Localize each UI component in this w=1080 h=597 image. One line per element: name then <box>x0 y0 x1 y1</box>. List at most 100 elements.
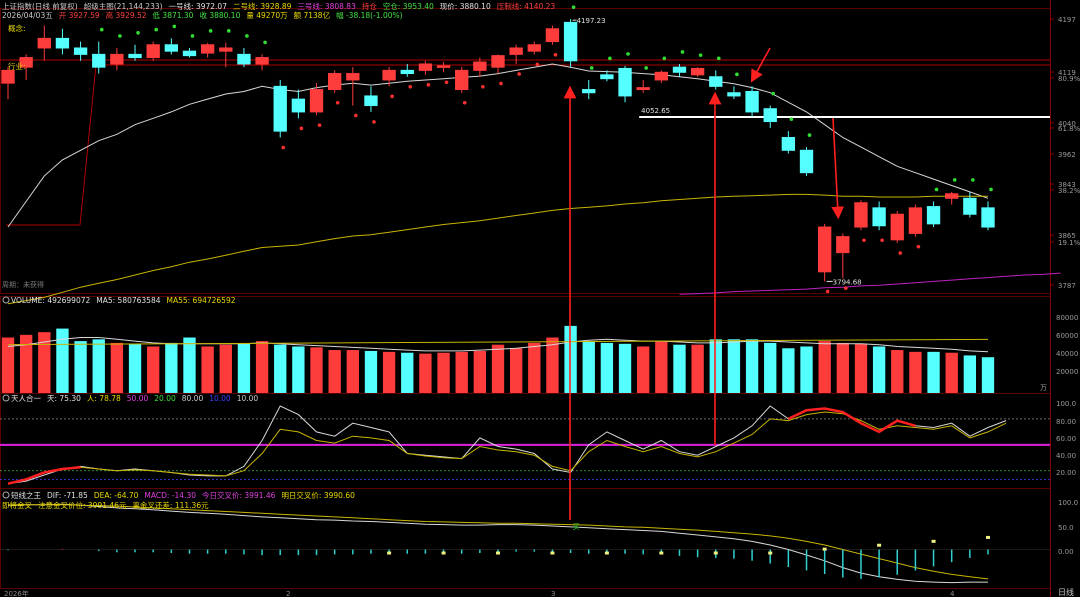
macd-header-5: 明日交叉价: 3990.60 <box>281 490 355 500</box>
indicator-header-0: 天人合一 <box>11 393 41 403</box>
macd-signal-label: 买 <box>573 523 580 531</box>
volume-tick-1: 60000 <box>1056 332 1078 340</box>
candle-25 <box>455 67 469 105</box>
candle-body-37 <box>672 66 687 73</box>
candle-37 <box>672 50 687 77</box>
dot-green-36 <box>662 56 667 61</box>
macd-dif <box>7 503 988 584</box>
volume-bar-47 <box>854 343 868 393</box>
volume-bar-26 <box>473 350 487 393</box>
volume-bar-20 <box>364 350 378 393</box>
volume-bar-21 <box>382 351 396 393</box>
header-line2-5: 量 49270万 <box>246 11 288 20</box>
volume-bar-29 <box>528 342 541 393</box>
indicator-panel[interactable] <box>0 405 1050 485</box>
dot-red-26 <box>481 84 485 89</box>
candle-body-4 <box>73 47 88 55</box>
candle-body-50 <box>908 207 923 234</box>
volume-header-2: MA55: 694726592 <box>167 296 236 305</box>
candle-12 <box>219 29 233 68</box>
volume-bar-36 <box>655 341 668 393</box>
volume-tick-2: 40000 <box>1056 350 1078 358</box>
candle-42 <box>763 91 777 128</box>
candle-body-18 <box>327 73 342 91</box>
candle-47 <box>854 200 868 243</box>
candle-22 <box>400 63 414 89</box>
candle-53 <box>963 178 977 218</box>
price-tick-4: 61.8% <box>1058 125 1080 133</box>
candle-19 <box>346 67 360 118</box>
macd-line2-1: 注意金叉价位: 3991.46元 <box>38 500 127 510</box>
dot-red-17 <box>317 123 322 127</box>
candle-body-35 <box>636 87 650 91</box>
price-tick-2: 80.9% <box>1058 75 1080 83</box>
candle-10 <box>182 34 197 58</box>
candle-5 <box>92 27 106 74</box>
volume-bar-6 <box>110 342 124 393</box>
header-line1-0: 上证指数(日线 前复权) <box>2 1 78 11</box>
indicator-gear-icon <box>2 394 10 402</box>
candle-body-41 <box>745 90 759 113</box>
volume-bar-43 <box>782 348 795 393</box>
candle-49 <box>890 211 904 255</box>
candle-body-3 <box>55 37 70 49</box>
candle-35 <box>636 66 650 93</box>
volume-panel[interactable] <box>1 325 995 393</box>
volume-gear-icon <box>2 296 10 304</box>
macd-header-3: MACD: -14.30 <box>144 491 196 500</box>
volume-bar-33 <box>600 342 614 393</box>
volume-bar-3 <box>56 328 69 393</box>
price-panel[interactable]: 4052.65 4197.23 3794.68 <box>0 5 1061 305</box>
volume-bar-34 <box>618 343 632 393</box>
candle-11 <box>200 29 215 58</box>
volume-tick-0: 80000 <box>1056 314 1078 322</box>
macd-tick-1: 50.0 <box>1058 524 1074 532</box>
volume-bar-12 <box>219 344 232 393</box>
dot-green-13 <box>245 34 249 38</box>
volume-bar-53 <box>963 355 977 393</box>
candle-body-34 <box>618 67 632 97</box>
candle-27 <box>491 54 505 86</box>
volume-bar-5 <box>92 339 105 393</box>
macd-header-2: DEA: -64.70 <box>94 491 139 500</box>
concept-label: 概念: <box>8 23 26 33</box>
macd-header-0: 短线之王 <box>11 490 41 500</box>
candle-body-6 <box>110 53 124 65</box>
panel-frames <box>0 0 1051 597</box>
candle-body-1 <box>19 57 33 68</box>
header-line2-0: 2026/04/03五 <box>2 11 53 20</box>
indicator-header-7: 10.00 <box>237 394 259 403</box>
candle-body-22 <box>400 69 414 75</box>
volume-bar-50 <box>909 351 922 393</box>
candle-body-23 <box>418 63 433 71</box>
macd-dot-42 <box>768 551 773 555</box>
candle-14 <box>255 40 269 71</box>
indicator-red-right <box>787 407 916 434</box>
candle-32 <box>582 66 596 100</box>
price-tick-10: 3787 <box>1058 282 1076 290</box>
volume-bar-22 <box>401 352 414 393</box>
candle-body-48 <box>872 207 886 227</box>
candle-38 <box>690 53 705 77</box>
candle-body-46 <box>836 236 850 254</box>
price-tick-9: 19.1% <box>1058 239 1080 247</box>
candle-body-8 <box>146 44 160 59</box>
candle-0 <box>1 67 15 100</box>
candle-body-40 <box>727 92 741 97</box>
candle-44 <box>799 133 814 176</box>
candle-18 <box>327 70 342 105</box>
candle-body-2 <box>37 37 51 49</box>
volume-bar-10 <box>183 337 196 393</box>
dot-red-24 <box>444 80 449 85</box>
macd-gear-icon <box>2 491 10 499</box>
candle-6 <box>110 34 124 71</box>
arrow-down-2 <box>831 117 845 220</box>
dot-green-40 <box>735 72 739 77</box>
macd-panel[interactable]: 买 <box>0 503 1050 584</box>
candle-26 <box>473 57 487 89</box>
dot-red-49 <box>898 251 903 255</box>
candle-body-20 <box>364 95 378 107</box>
dot-red-28 <box>517 72 521 76</box>
volume-bar-16 <box>292 346 305 393</box>
